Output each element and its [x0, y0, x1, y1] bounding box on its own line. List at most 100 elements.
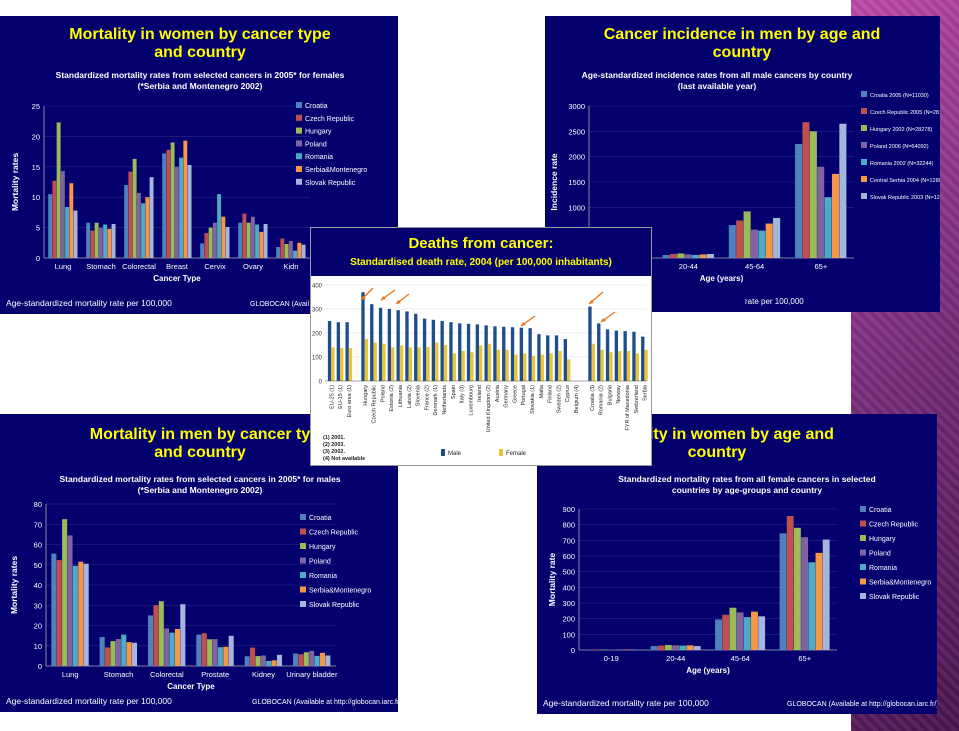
x-tick-label: Euro area (1)	[347, 385, 353, 418]
bar	[461, 351, 465, 381]
x-tick-label: 20-44	[679, 262, 698, 271]
bar	[475, 324, 480, 381]
legend-label: Czech Republic 2005 (N=28147)	[870, 110, 940, 116]
legend-swatch	[860, 535, 866, 541]
x-tick-label: Austria	[495, 384, 501, 402]
legend-label: Hungary	[309, 544, 336, 551]
footer-right: GLOBOCAN (Available at http://globocan.i…	[787, 701, 937, 708]
x-tick-label: Switzerland	[634, 385, 640, 413]
x-tick-label: Belgium (4)	[574, 385, 580, 413]
bar	[479, 345, 483, 381]
legend-swatch	[860, 593, 866, 599]
bar	[692, 254, 700, 258]
panel-title: country	[688, 444, 747, 461]
legend-label: Romania	[309, 573, 337, 580]
legend-swatch	[860, 506, 866, 512]
footer-right: GLOBOCAN (Available at http://globocan.i…	[252, 699, 398, 706]
panel-title: and country	[154, 444, 246, 461]
bar	[440, 321, 444, 381]
bar	[292, 653, 299, 666]
legend-swatch	[296, 127, 302, 134]
bar	[736, 220, 744, 258]
bar	[370, 304, 374, 381]
bar	[340, 347, 344, 381]
bar	[303, 652, 309, 666]
bar	[217, 647, 223, 666]
y-tick-label: 0	[571, 646, 575, 655]
bar	[297, 242, 302, 258]
bar	[98, 227, 103, 258]
bar	[90, 230, 95, 258]
bar	[200, 243, 205, 258]
bar	[62, 519, 68, 666]
x-tick-label: Netherlands	[442, 385, 448, 415]
bar	[271, 660, 277, 666]
legend-swatch	[300, 514, 306, 520]
legend-label: Czech Republic	[305, 116, 355, 123]
bar	[487, 343, 492, 381]
bar	[528, 328, 532, 381]
bar	[126, 642, 132, 666]
y-tick-label: 3000	[568, 102, 585, 111]
footnote: (2) 2003.	[323, 442, 345, 448]
bar	[623, 331, 627, 381]
y-tick-label: 300	[562, 599, 575, 608]
panel-title: and country	[154, 44, 246, 61]
bar	[250, 216, 255, 258]
y-tick-label: 0	[38, 662, 42, 671]
bar	[212, 222, 217, 258]
x-tick-label: 65+	[815, 262, 828, 271]
legend-label: Slovak Republic	[869, 594, 920, 601]
bar	[373, 342, 377, 381]
x-tick-label: Estonia (2)	[389, 385, 395, 412]
bar	[484, 325, 488, 381]
legend-swatch	[300, 601, 306, 607]
bar	[263, 223, 268, 258]
legend-label: Romania	[305, 154, 333, 161]
y-tick-label: 100	[312, 356, 323, 362]
panel-subtitle: countries by age-groups and country	[672, 485, 822, 495]
bar	[221, 216, 226, 258]
legend-swatch	[441, 449, 445, 456]
y-tick-label: 400	[312, 284, 323, 290]
bar	[641, 336, 645, 381]
bar	[204, 233, 209, 258]
y-tick-label: 600	[562, 552, 575, 561]
x-tick-label: 0-19	[604, 654, 619, 663]
bar	[276, 654, 283, 666]
bar	[493, 326, 497, 381]
x-tick-label: Romania (2)	[599, 385, 605, 415]
bar	[531, 355, 536, 381]
bar	[276, 247, 281, 258]
bar	[505, 349, 509, 381]
legend-swatch	[861, 91, 867, 97]
bar	[635, 353, 639, 381]
bar	[773, 217, 781, 258]
bar	[546, 335, 550, 381]
bar	[657, 645, 665, 650]
bar	[408, 347, 412, 381]
bar	[626, 351, 631, 381]
bar	[174, 628, 180, 666]
bar	[153, 605, 159, 666]
bar	[831, 173, 840, 258]
x-tick-label: Breast	[166, 262, 189, 271]
arrow-head	[381, 296, 386, 300]
bar	[180, 604, 186, 666]
legend-swatch	[860, 520, 866, 527]
bar	[443, 345, 448, 381]
bar	[238, 222, 243, 258]
bar	[609, 352, 613, 381]
x-tick-label: Ireland	[477, 385, 483, 402]
bar	[664, 644, 672, 650]
bar	[452, 353, 456, 381]
bar	[470, 352, 474, 381]
footer-left: Age-standardized mortality rate per 100,…	[6, 298, 172, 308]
bar	[284, 244, 289, 258]
legend-label: Romania 2002 (N=32244)	[870, 161, 934, 167]
bar	[632, 331, 636, 381]
panel-subtitle: (*Serbia and Montenegro 2002)	[138, 81, 263, 91]
footnote: (3) 2002.	[323, 449, 345, 455]
x-tick-label: Poland	[380, 385, 386, 402]
bar	[345, 322, 349, 381]
